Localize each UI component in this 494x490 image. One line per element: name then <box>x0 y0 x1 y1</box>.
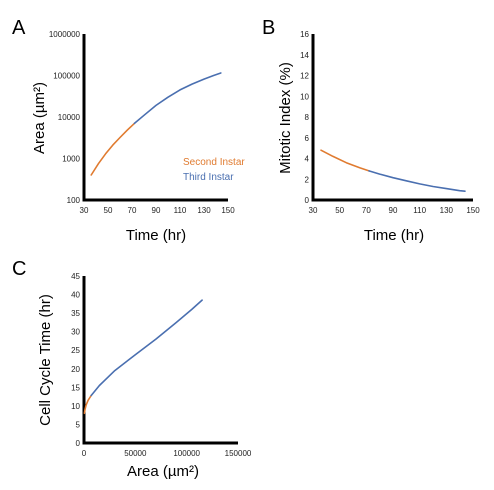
panel-a-xtick-label: 50 <box>104 206 113 215</box>
panel-c-xtick-label: 100000 <box>173 449 200 458</box>
panel-b-series-second-instar-line <box>320 149 370 172</box>
panel-a-ytick-label: 10000 <box>58 113 81 122</box>
panel-a-xtick-label: 70 <box>128 206 137 215</box>
panel-c-xlabel: Area (µm²) <box>127 463 199 480</box>
panel-a-ytick-label: 1000 <box>62 155 80 164</box>
panel-a-ytick-label: 1000000 <box>49 30 81 39</box>
panel-c-ytick-label: 40 <box>71 291 80 300</box>
panel-a-xtick-label: 130 <box>197 206 211 215</box>
panel-b-xtick-label: 70 <box>362 206 371 215</box>
panel-a-ylabel: Area (µm²) <box>31 82 48 154</box>
panel-b-xtick-label: 110 <box>413 206 426 215</box>
panel-b-xtick-label: 130 <box>440 206 454 215</box>
panel-a-ytick-label: 100 <box>67 196 81 205</box>
panel-b-series-third-instar-line <box>368 170 466 192</box>
panel-letter-a: A <box>12 17 26 39</box>
panel-letter-b: B <box>262 17 275 39</box>
panel-c-ytick-label: 30 <box>71 328 80 337</box>
panel-c-xtick-label: 50000 <box>124 449 147 458</box>
panel-a-xlabel: Time (hr) <box>126 227 186 244</box>
panel-c-ytick-label: 0 <box>76 439 81 448</box>
panel-c-ytick-label: 45 <box>71 272 80 281</box>
panel-b-ytick-label: 0 <box>305 196 310 205</box>
panel-b-xtick-label: 50 <box>335 206 344 215</box>
panel-c-ytick-label: 10 <box>71 402 80 411</box>
panel-b-xlabel: Time (hr) <box>364 227 424 244</box>
panel-b-ytick-label: 10 <box>300 92 309 101</box>
panel-b-xtick-label: 30 <box>309 206 318 215</box>
panel-c-axes <box>82 276 238 445</box>
panel-b-ylabel: Mitotic Index (%) <box>277 62 294 174</box>
panel-a-xtick-label: 30 <box>80 206 89 215</box>
panel-c-series-third-instar-line <box>90 299 203 397</box>
panel-b-ytick-label: 8 <box>305 113 310 122</box>
panel-c-ytick-label: 35 <box>71 309 80 318</box>
panel-b-axes <box>311 34 473 202</box>
panel-b-ytick-label: 14 <box>300 51 309 60</box>
panel-c-ylabel: Cell Cycle Time (hr) <box>37 294 54 426</box>
panel-c-ytick-label: 20 <box>71 365 80 374</box>
panel-a-xtick-label: 90 <box>152 206 161 215</box>
panel-a-axes <box>82 34 228 202</box>
legend-second-instar: Second Instar <box>183 157 245 168</box>
panel-b-ytick-label: 12 <box>300 72 309 81</box>
panel-c-series-second-instar-line <box>83 394 92 415</box>
panel-b-ytick-label: 2 <box>305 175 310 184</box>
panel-a-series-third-instar-line <box>133 72 222 125</box>
panel-c-ytick-label: 25 <box>71 346 80 355</box>
panel-a-xtick-label: 150 <box>221 206 235 215</box>
panel-c-xtick-label: 150000 <box>225 449 252 458</box>
legend-third-instar: Third Instar <box>183 172 234 183</box>
panel-b-xtick-label: 90 <box>389 206 398 215</box>
panel-a-series-second-instar-line <box>90 122 136 176</box>
panel-c-ytick-label: 15 <box>71 383 80 392</box>
panel-b-ytick-label: 6 <box>305 134 310 143</box>
panel-b-ytick-label: 16 <box>300 30 309 39</box>
panel-a-ytick-label: 100000 <box>53 72 80 81</box>
panel-letter-c: C <box>12 258 26 280</box>
panel-c-xtick-label: 0 <box>82 449 87 458</box>
panel-b-xtick-label: 150 <box>466 206 480 215</box>
panel-b-ytick-label: 4 <box>305 155 310 164</box>
panel-a-xtick-label: 110 <box>174 206 187 215</box>
panel-c-ytick-label: 5 <box>76 420 81 429</box>
